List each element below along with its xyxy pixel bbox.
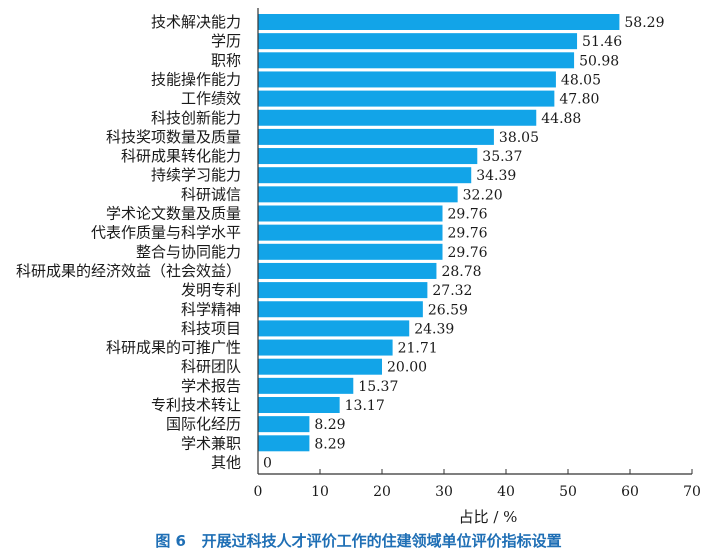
x-tick-label: 10	[311, 484, 329, 500]
x-tick-label: 40	[497, 484, 515, 500]
bar	[258, 205, 443, 222]
x-tick-label: 0	[254, 484, 263, 500]
category-label: 科学精神	[181, 300, 241, 318]
bar	[258, 186, 458, 203]
category-label: 职称	[211, 51, 241, 69]
category-label: 代表作质量与科学水平	[91, 224, 241, 242]
category-label: 技能操作能力	[151, 70, 241, 88]
value-label: 21.71	[398, 341, 438, 357]
value-label: 26.59	[428, 302, 468, 318]
bar	[258, 435, 310, 452]
bar	[258, 243, 443, 260]
category-label: 学历	[211, 32, 241, 50]
value-label: 24.39	[414, 321, 454, 337]
x-tick-label: 60	[621, 484, 639, 500]
category-label: 科技创新能力	[151, 109, 241, 127]
x-tick-label: 20	[373, 484, 391, 500]
value-label: 38.05	[499, 130, 539, 146]
bar	[258, 262, 437, 279]
value-label: 48.05	[561, 72, 601, 88]
bar	[258, 128, 494, 145]
bar	[258, 397, 340, 413]
value-label: 15.37	[358, 379, 398, 395]
value-label: 51.46	[582, 34, 622, 50]
value-label: 29.76	[448, 245, 488, 261]
labels-layer: 技术解决能力 58.29 学历 51.46 职称 50.98 技能操作能力 48.05 工作绩效…	[16, 13, 665, 471]
category-label: 专利技术转让	[151, 396, 241, 414]
bar	[258, 52, 575, 69]
bar	[258, 224, 443, 241]
value-label: 20.00	[387, 360, 427, 376]
x-tick-label: 70	[683, 484, 701, 500]
category-label: 其他	[211, 453, 241, 471]
value-label: 47.80	[559, 92, 599, 108]
axes-layer: 0 10 20 30 40 50 60 70 占比 / %	[254, 8, 701, 526]
value-label: 0	[263, 455, 272, 471]
category-label: 国际化经历	[166, 415, 241, 433]
category-label: 技术解决能力	[151, 13, 241, 31]
bar	[258, 14, 620, 30]
bar	[258, 90, 555, 107]
value-label: 8.29	[314, 436, 345, 452]
figure-caption: 图 6 开展过科技人才评价工作的住建领域单位评价指标设置	[155, 532, 562, 550]
bar	[258, 71, 556, 88]
value-label: 32.20	[463, 187, 503, 203]
bar	[258, 301, 423, 318]
bar	[258, 416, 310, 433]
value-label: 8.29	[314, 417, 345, 433]
bar	[258, 282, 428, 299]
category-label: 学术报告	[181, 377, 241, 395]
bar	[258, 148, 478, 165]
bar-chart: 技术解决能力 58.29 学历 51.46 职称 50.98 技能操作能力 48.05 工作绩效…	[16, 8, 701, 526]
value-label: 44.88	[541, 111, 581, 127]
value-label: 58.29	[624, 15, 664, 31]
category-label: 学术兼职	[181, 434, 241, 452]
category-label: 科技项目	[181, 319, 241, 337]
bar	[258, 109, 537, 126]
category-label: 科研成果的可推广性	[106, 339, 241, 357]
x-tick-label: 50	[559, 484, 577, 500]
category-label: 科研诚信	[181, 185, 241, 203]
value-label: 27.32	[432, 283, 472, 299]
x-tick-label: 30	[435, 484, 453, 500]
value-label: 29.76	[448, 207, 488, 223]
value-label: 35.37	[482, 149, 522, 165]
x-axis-title: 占比 / %	[459, 508, 518, 525]
bars-layer	[258, 14, 620, 452]
value-label: 29.76	[448, 226, 488, 242]
category-label: 学术论文数量及质量	[106, 205, 241, 223]
value-label: 13.17	[345, 398, 385, 414]
category-label: 科研成果转化能力	[121, 147, 241, 165]
value-label: 50.98	[579, 53, 619, 69]
bar	[258, 320, 410, 337]
category-label: 科研团队	[181, 358, 241, 376]
category-label: 持续学习能力	[151, 166, 241, 184]
bar	[258, 358, 382, 375]
category-label: 整合与协同能力	[136, 243, 241, 261]
category-label: 科技奖项数量及质量	[106, 128, 241, 146]
bar	[258, 377, 354, 394]
category-label: 工作绩效	[181, 90, 241, 108]
bar	[258, 33, 578, 50]
bar	[258, 339, 393, 356]
category-label: 发明专利	[181, 281, 241, 299]
value-label: 28.78	[441, 264, 481, 280]
category-label: 科研成果的经济效益（社会效益）	[16, 262, 241, 280]
bar	[258, 167, 472, 184]
value-label: 34.39	[476, 168, 516, 184]
